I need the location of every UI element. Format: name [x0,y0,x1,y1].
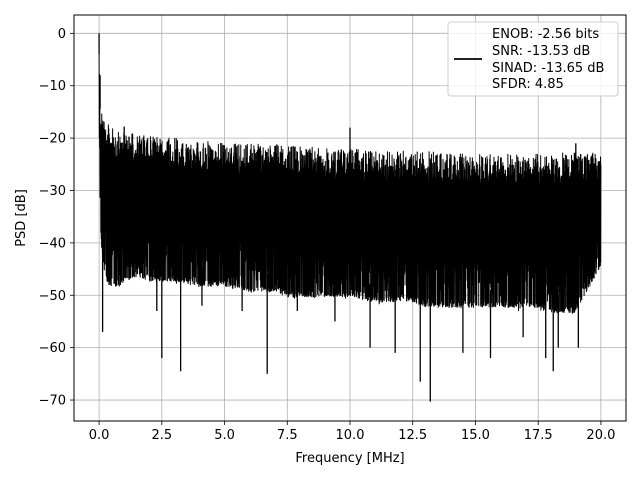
x-tick-label: 12.5 [398,428,427,443]
psd-trace [98,53,602,314]
x-axis-label: Frequency [MHz] [295,451,404,466]
legend-sinad: SINAD: -13.65 dB [492,61,604,76]
y-axis-label: PSD [dB] [14,189,29,247]
x-tick-label: 17.5 [524,428,553,443]
x-axis-ticks: 0.0 2.5 5.0 7.5 10.0 12.5 15.0 17.5 20.0 [89,421,615,443]
x-tick-label: 20.0 [586,428,615,443]
spike-layer [98,33,579,402]
x-tick-label: 2.5 [151,428,172,443]
legend-box [447,21,619,97]
x-tick-label: 0.0 [89,428,110,443]
y-tick-label: 0 [58,27,66,42]
legend-enob: ENOB: -2.56 bits [492,27,599,42]
legend-snr: SNR: -13.53 dB [492,44,590,59]
y-tick-label: −40 [39,236,66,251]
y-tick-label: −10 [39,79,66,94]
x-tick-label: 7.5 [277,428,298,443]
y-tick-label: −30 [39,184,66,199]
x-tick-label: 10.0 [336,428,365,443]
y-tick-label: −50 [39,289,66,304]
y-axis-ticks: 0 −10 −20 −30 −40 −50 −60 −70 [39,27,74,409]
legend: ENOB: -2.56 bits SNR: -13.53 dB SINAD: -… [447,21,619,97]
x-tick-label: 5.0 [214,428,235,443]
y-tick-label: −70 [39,394,66,409]
y-tick-label: −60 [39,341,66,356]
legend-sfdr: SFDR: 4.85 [492,77,564,92]
psd-series [98,53,602,314]
y-tick-label: −20 [39,132,66,147]
x-tick-label: 15.0 [461,428,490,443]
